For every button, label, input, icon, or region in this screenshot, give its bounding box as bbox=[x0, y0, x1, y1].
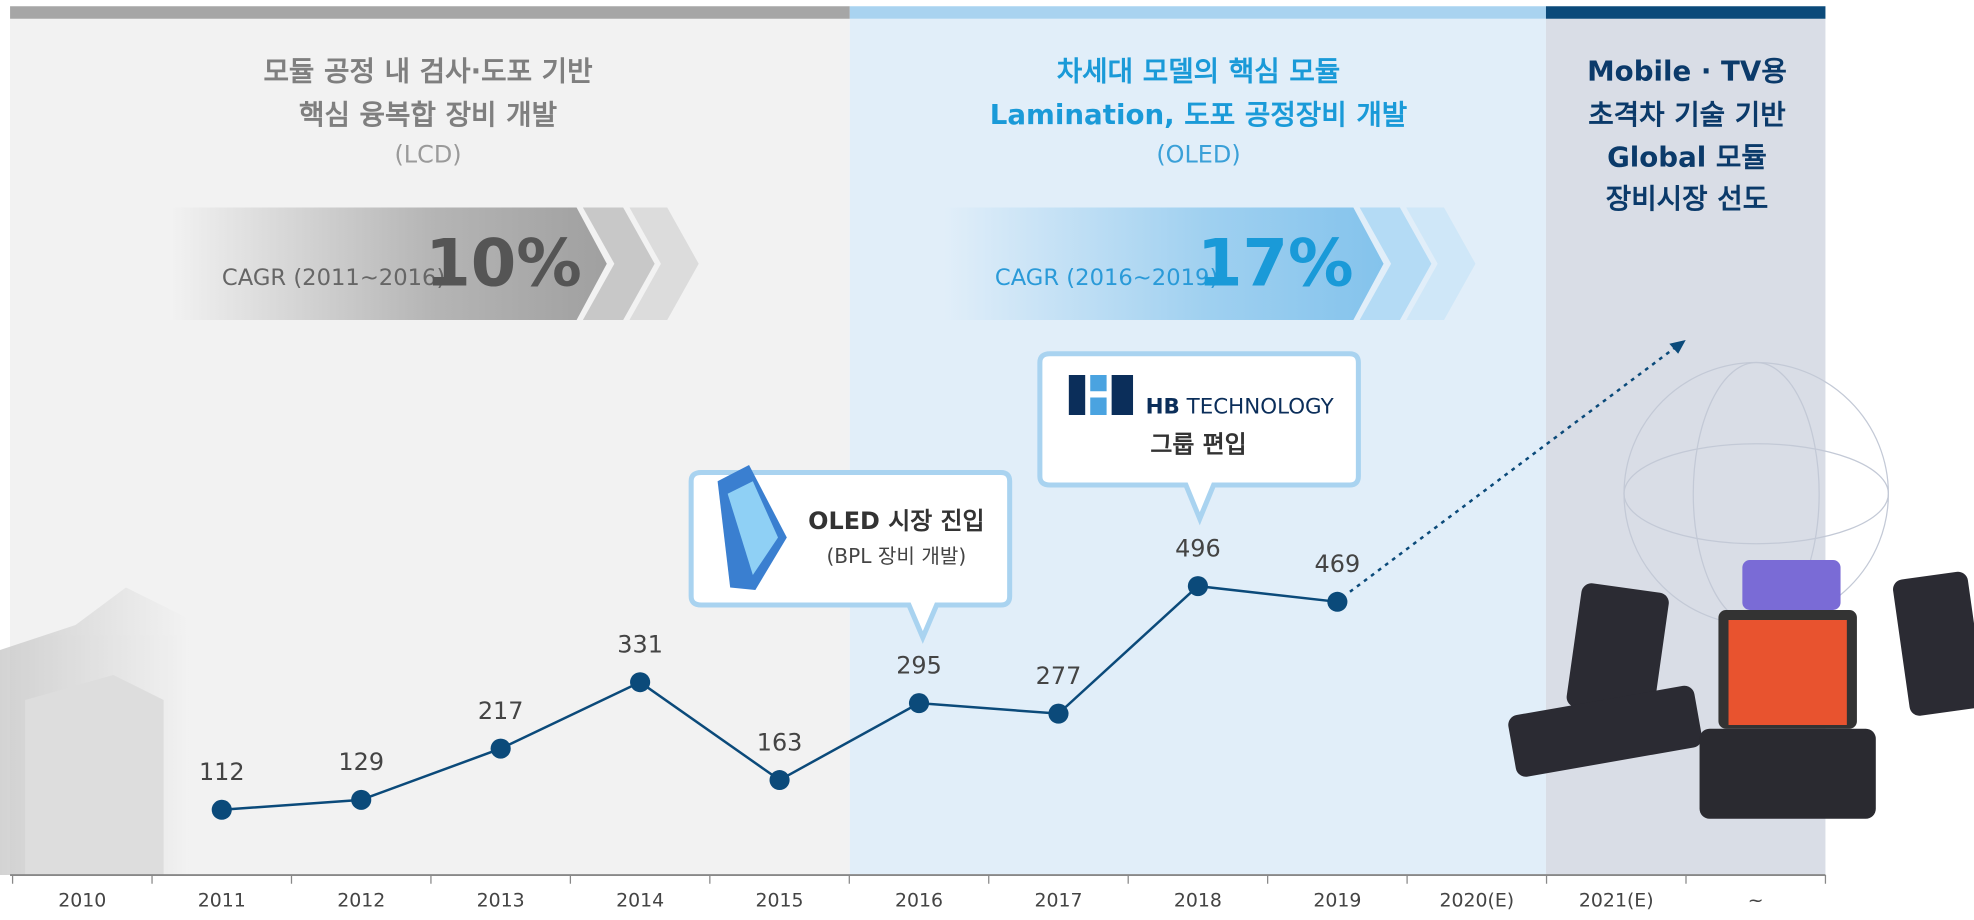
x-tick-label: 2014 bbox=[616, 891, 664, 912]
point bbox=[351, 789, 372, 810]
cagr-value: 10% bbox=[425, 226, 582, 302]
x-tick-label: 2011 bbox=[198, 891, 246, 912]
point bbox=[490, 738, 511, 759]
panel-subtitle: (LCD) bbox=[394, 141, 461, 169]
value-label: 112 bbox=[199, 758, 245, 786]
panel-title: 핵심 융복합 장비 개발 bbox=[299, 98, 557, 131]
panel-title: 장비시장 선도 bbox=[1606, 182, 1768, 215]
x-tick-label: 2018 bbox=[1174, 891, 1222, 912]
point bbox=[1327, 591, 1348, 612]
logo-text: HB TECHNOLOGY bbox=[1146, 395, 1335, 420]
point bbox=[1187, 576, 1208, 597]
phone-image bbox=[1508, 560, 1974, 819]
point bbox=[1048, 703, 1069, 724]
x-tick-label: 2012 bbox=[337, 891, 385, 912]
cagr-label: CAGR (2016~2019) bbox=[995, 265, 1218, 291]
forecast-arrowhead bbox=[1669, 340, 1686, 354]
value-label: 217 bbox=[478, 697, 524, 725]
panel-bar bbox=[1545, 6, 1826, 19]
panel-bar bbox=[10, 6, 850, 19]
panel-bar bbox=[849, 6, 1546, 19]
value-label: 496 bbox=[1175, 534, 1221, 562]
panel-title: 초격차 기술 기반 bbox=[1588, 98, 1786, 131]
x-tick-label: 2021(E) bbox=[1579, 891, 1654, 912]
value-label: 331 bbox=[617, 630, 663, 658]
point bbox=[211, 799, 232, 820]
panel-title: Global 모듈 bbox=[1607, 141, 1767, 174]
cagr-arrow bbox=[944, 207, 1476, 320]
callout-subtitle: (BPL 장비 개발) bbox=[826, 544, 966, 568]
value-label: 295 bbox=[896, 651, 942, 679]
x-tick-label: 2015 bbox=[756, 891, 804, 912]
logo-text: TECHNOLOGY bbox=[1186, 395, 1335, 420]
value-label: 469 bbox=[1315, 550, 1361, 578]
x-tick-label: 2017 bbox=[1034, 891, 1082, 912]
panel-title: Lamination, 도포 공정장비 개발 bbox=[990, 98, 1408, 131]
cagr-label: CAGR (2011~2016) bbox=[222, 265, 445, 291]
value-label: 129 bbox=[338, 748, 384, 776]
panel-title: 모듈 공정 내 검사·도포 기반 bbox=[263, 55, 592, 88]
x-tick-label: 2020(E) bbox=[1439, 891, 1514, 912]
value-label: 163 bbox=[757, 728, 803, 756]
x-tick-label: 2016 bbox=[895, 891, 943, 912]
plot: 2010 2011 2012 2013 2014 2015 2016 2017 2018 2019… bbox=[11, 340, 1827, 912]
logo-bold: HB bbox=[1146, 395, 1180, 420]
oled-icon bbox=[717, 465, 787, 590]
panel-subtitle: (OLED) bbox=[1156, 141, 1240, 169]
logo-mark bbox=[1068, 375, 1134, 415]
callout-title: OLED 시장 진입 bbox=[808, 507, 984, 535]
x-tick-label: 2010 bbox=[58, 891, 106, 912]
building-image bbox=[0, 587, 189, 875]
panel-title: Mobile · TV용 bbox=[1587, 55, 1787, 88]
forecast-arrow bbox=[1349, 345, 1678, 593]
x-tick-label: 2019 bbox=[1313, 891, 1361, 912]
cagr-arrow bbox=[169, 207, 699, 320]
cagr-value: 17% bbox=[1197, 226, 1354, 302]
x-tick-label: 2013 bbox=[477, 891, 525, 912]
point bbox=[630, 672, 651, 693]
panel-title: 차세대 모델의 핵심 모듈 bbox=[1057, 55, 1341, 88]
point bbox=[908, 693, 930, 714]
callout-title: 그룹 편입 bbox=[1150, 431, 1246, 459]
point bbox=[769, 770, 790, 791]
value-label: 277 bbox=[1036, 662, 1082, 690]
x-tick-label: ~ bbox=[1748, 891, 1764, 912]
